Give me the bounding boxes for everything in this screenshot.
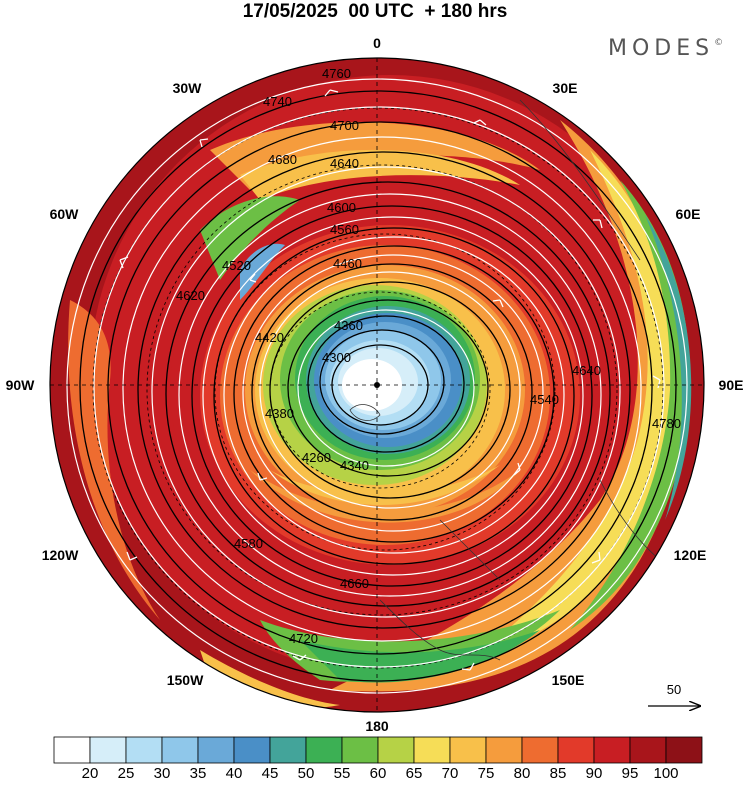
lon-label-90e: 90E [718, 377, 744, 393]
colorbar-swatches [53, 736, 703, 764]
colorbar-swatch [377, 736, 415, 764]
contour-label: 4760 [322, 66, 351, 81]
copyright-mark: © [714, 38, 724, 48]
brand-name: MODES [608, 36, 715, 61]
reference-vector: 50 [648, 682, 700, 706]
lon-label-60w: 60W [49, 206, 79, 222]
contour-label: 4520 [222, 258, 251, 273]
contour-label: 4420 [255, 330, 284, 345]
lon-label-30e: 30E [552, 80, 578, 96]
wind-streamlines [66, 78, 688, 694]
contour-label: 4380 [265, 406, 294, 421]
colorbar-swatch [197, 736, 235, 764]
colorbar-swatch [53, 736, 91, 764]
contour-label: 4620 [176, 288, 205, 303]
contour-label: 4580 [234, 536, 263, 551]
colorbar-swatch [413, 736, 451, 764]
contour-4420 [287, 299, 489, 477]
contour-4540 [233, 245, 555, 543]
contour-label: 4720 [289, 631, 318, 646]
colorbar-tick-label: 85 [550, 765, 567, 782]
brand-logo: MODES© [608, 36, 723, 61]
colorbar-swatch [89, 736, 127, 764]
colorbar-tick-label: 25 [118, 765, 135, 782]
colorbar-swatch [485, 736, 523, 764]
streamline-arrows [119, 89, 661, 671]
contour-4740 [107, 121, 653, 655]
colorbar-swatch [449, 736, 487, 764]
colorbar-tick-label: 70 [442, 765, 459, 782]
colorbar-tick-label: 100 [653, 765, 678, 782]
colorbar-swatch [593, 736, 631, 764]
lon-label-150w: 150W [166, 672, 204, 688]
colorbar-tick-label: 45 [262, 765, 279, 782]
contour-label: 4260 [302, 450, 331, 465]
temperature-contours [92, 107, 664, 669]
contour-4500 [251, 263, 533, 521]
contour-label: 4740 [263, 94, 292, 109]
colorbar-tick-label: 50 [298, 765, 315, 782]
height-contours [79, 90, 677, 682]
contour-4340 [319, 329, 445, 435]
colorbar: 20 25 30 35 40 45 50 55 60 65 70 75 80 85 90 95 100 [53, 736, 703, 782]
colorbar-swatch [305, 736, 343, 764]
colorbar-swatch [557, 736, 595, 764]
colorbar-swatch [269, 736, 307, 764]
contour-4580 [213, 227, 575, 565]
colorbar-tick-label: 40 [226, 765, 243, 782]
colorbar-swatch [665, 736, 703, 764]
contour-4700 [137, 151, 631, 629]
colorbar-tick-label: 95 [622, 765, 639, 782]
contour-4660 [165, 181, 611, 607]
contour-label: 4340 [340, 458, 369, 473]
graticule [50, 58, 704, 712]
lon-label-150e: 150E [551, 672, 585, 688]
colorbar-swatch [521, 736, 559, 764]
lon-label-180: 180 [365, 718, 389, 734]
colorbar-swatch [341, 736, 379, 764]
colorbar-tick-label: 90 [586, 765, 603, 782]
colorbar-tick-label: 20 [82, 765, 99, 782]
colorbar-tick-label: 35 [190, 765, 207, 782]
contour-label: 4780 [652, 416, 681, 431]
contour-4780 [79, 90, 677, 682]
contour-4620 [191, 205, 593, 587]
colorbar-swatch [629, 736, 667, 764]
contour-label: 4660 [340, 576, 369, 591]
north-pole-marker [374, 382, 380, 388]
colorbar-swatch [161, 736, 199, 764]
lon-label-120w: 120W [41, 547, 79, 563]
lon-label-30w: 30W [172, 80, 202, 96]
colorbar-swatch [233, 736, 271, 764]
colorbar-tick-label: 55 [334, 765, 351, 782]
lon-label-60e: 60E [675, 206, 701, 222]
contour-label: 4680 [268, 152, 297, 167]
lon-label-120e: 120E [673, 547, 707, 563]
colorbar-tick-label: 80 [514, 765, 531, 782]
lon-label-90w: 90W [5, 377, 35, 393]
chart-title: 17/05/2025 00 UTC + 180 hrs [242, 1, 508, 22]
colorbar-swatch [125, 736, 163, 764]
contour-label: 4560 [330, 222, 359, 237]
lon-label-0: 0 [373, 35, 381, 51]
colorbar-tick-label: 30 [154, 765, 171, 782]
contour-label: 4600 [327, 200, 356, 215]
map-boundary [49, 57, 705, 713]
colorbar-tick-label: 60 [370, 765, 387, 782]
colorbar-tick-label: 65 [406, 765, 423, 782]
contour-4380 [307, 315, 465, 453]
contour-label: 4700 [330, 118, 359, 133]
reference-vector-label: 50 [667, 682, 681, 697]
contour-label: 4540 [530, 392, 559, 407]
contour-label-group: 4760 4740 4700 4680 4640 4600 4560 4520 … [176, 66, 681, 646]
contour-label: 4640 [330, 156, 359, 171]
contour-label: 4460 [333, 256, 362, 271]
contour-label: 4300 [322, 350, 351, 365]
colorbar-tick-label: 75 [478, 765, 495, 782]
contour-label: 4640 [572, 363, 601, 378]
contour-label: 4360 [334, 318, 363, 333]
colorbar-ticks: 20 25 30 35 40 45 50 55 60 65 70 75 80 85 90 95 100 [82, 765, 679, 782]
